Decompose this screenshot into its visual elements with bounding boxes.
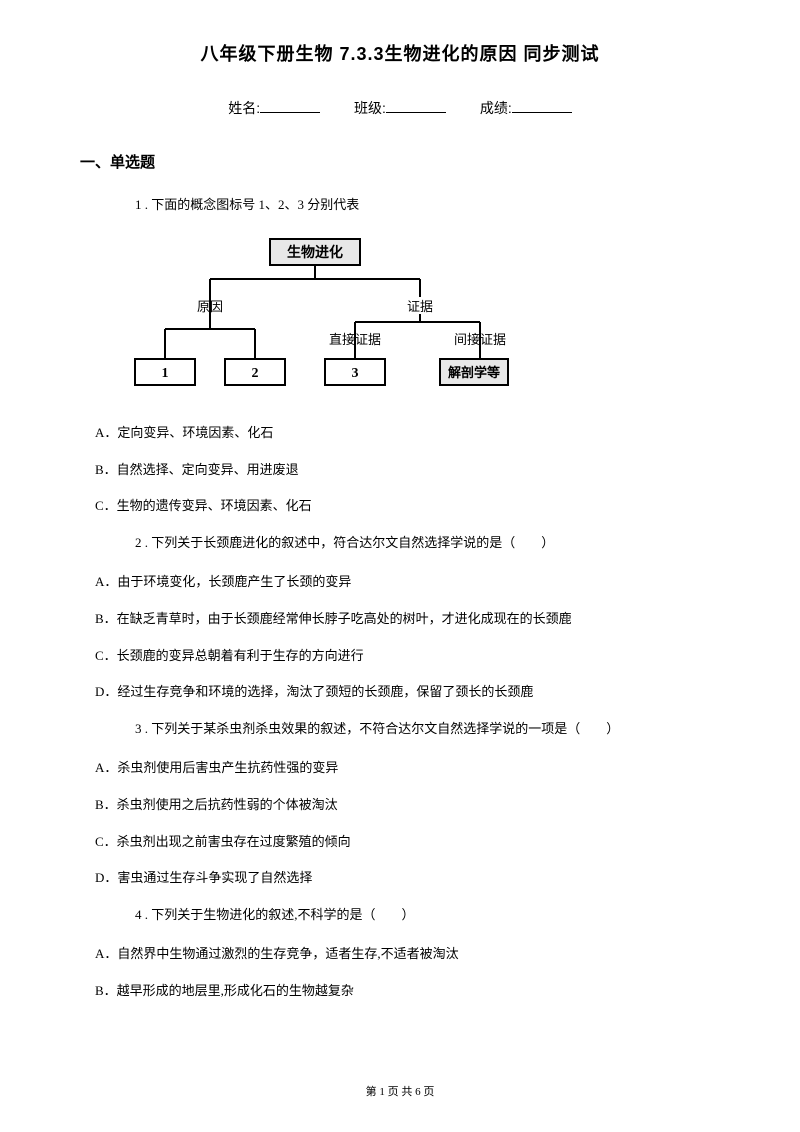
svg-text:2: 2 xyxy=(252,366,259,381)
svg-text:原因: 原因 xyxy=(197,299,223,314)
svg-text:证据: 证据 xyxy=(407,299,433,314)
q2-opt-d: D．经过生存竞争和环境的选择，淘汰了颈短的长颈鹿，保留了颈长的长颈鹿 xyxy=(95,682,720,703)
name-blank xyxy=(260,99,320,113)
svg-text:1: 1 xyxy=(162,366,169,381)
info-row: 姓名: 班级: 成绩: xyxy=(80,97,720,119)
svg-text:生物进化: 生物进化 xyxy=(287,244,343,261)
q3-opt-b: B．杀虫剂使用之后抗药性弱的个体被淘汰 xyxy=(95,795,720,816)
q3-opt-a: A．杀虫剂使用后害虫产生抗药性强的变异 xyxy=(95,758,720,779)
q3-opt-c: C．杀虫剂出现之前害虫存在过度繁殖的倾向 xyxy=(95,832,720,853)
q3-stem: 3 . 下列关于某杀虫剂杀虫效果的叙述，不符合达尔文自然选择学说的一项是（ ） xyxy=(135,719,720,740)
q4-stem: 4 . 下列关于生物进化的叙述,不科学的是（ ） xyxy=(135,905,720,926)
score-label: 成绩: xyxy=(480,100,512,116)
svg-text:解剖学等: 解剖学等 xyxy=(447,365,500,380)
q4-opt-a: A．自然界中生物通过激烈的生存竞争，适者生存,不适者被淘汰 xyxy=(95,944,720,965)
score-blank xyxy=(512,99,572,113)
q1-stem: 1 . 下面的概念图标号 1、2、3 分别代表 xyxy=(135,195,720,216)
svg-text:间接证据: 间接证据 xyxy=(454,332,506,347)
page-title: 八年级下册生物 7.3.3生物进化的原因 同步测试 xyxy=(80,40,720,69)
q1-opt-a: A．定向变异、环境因素、化石 xyxy=(95,423,720,444)
q1-opt-c: C．生物的遗传变异、环境因素、化石 xyxy=(95,496,720,517)
q2-stem: 2 . 下列关于长颈鹿进化的叙述中，符合达尔文自然选择学说的是（ ） xyxy=(135,533,720,554)
svg-text:3: 3 xyxy=(352,366,359,381)
q1-opt-b: B．自然选择、定向变异、用进废退 xyxy=(95,460,720,481)
q4-opt-b: B．越早形成的地层里,形成化石的生物越复杂 xyxy=(95,981,720,1002)
q2-opt-a: A．由于环境变化，长颈鹿产生了长颈的变异 xyxy=(95,572,720,593)
q3-opt-d: D．害虫通过生存斗争实现了自然选择 xyxy=(95,868,720,889)
q1-diagram: 生物进化 原因 证据 直接证据 间接证据 1 2 3 解剖学等 xyxy=(130,234,720,401)
page-footer: 第 1 页 共 6 页 xyxy=(0,1084,800,1102)
class-label: 班级: xyxy=(354,100,386,116)
name-label: 姓名: xyxy=(228,100,260,116)
q2-opt-c: C．长颈鹿的变异总朝着有利于生存的方向进行 xyxy=(95,646,720,667)
section-header: 一、单选题 xyxy=(80,151,720,175)
class-blank xyxy=(386,99,446,113)
svg-text:直接证据: 直接证据 xyxy=(329,332,381,347)
q2-opt-b: B．在缺乏青草时，由于长颈鹿经常伸长脖子吃高处的树叶，才进化成现在的长颈鹿 xyxy=(95,609,720,630)
